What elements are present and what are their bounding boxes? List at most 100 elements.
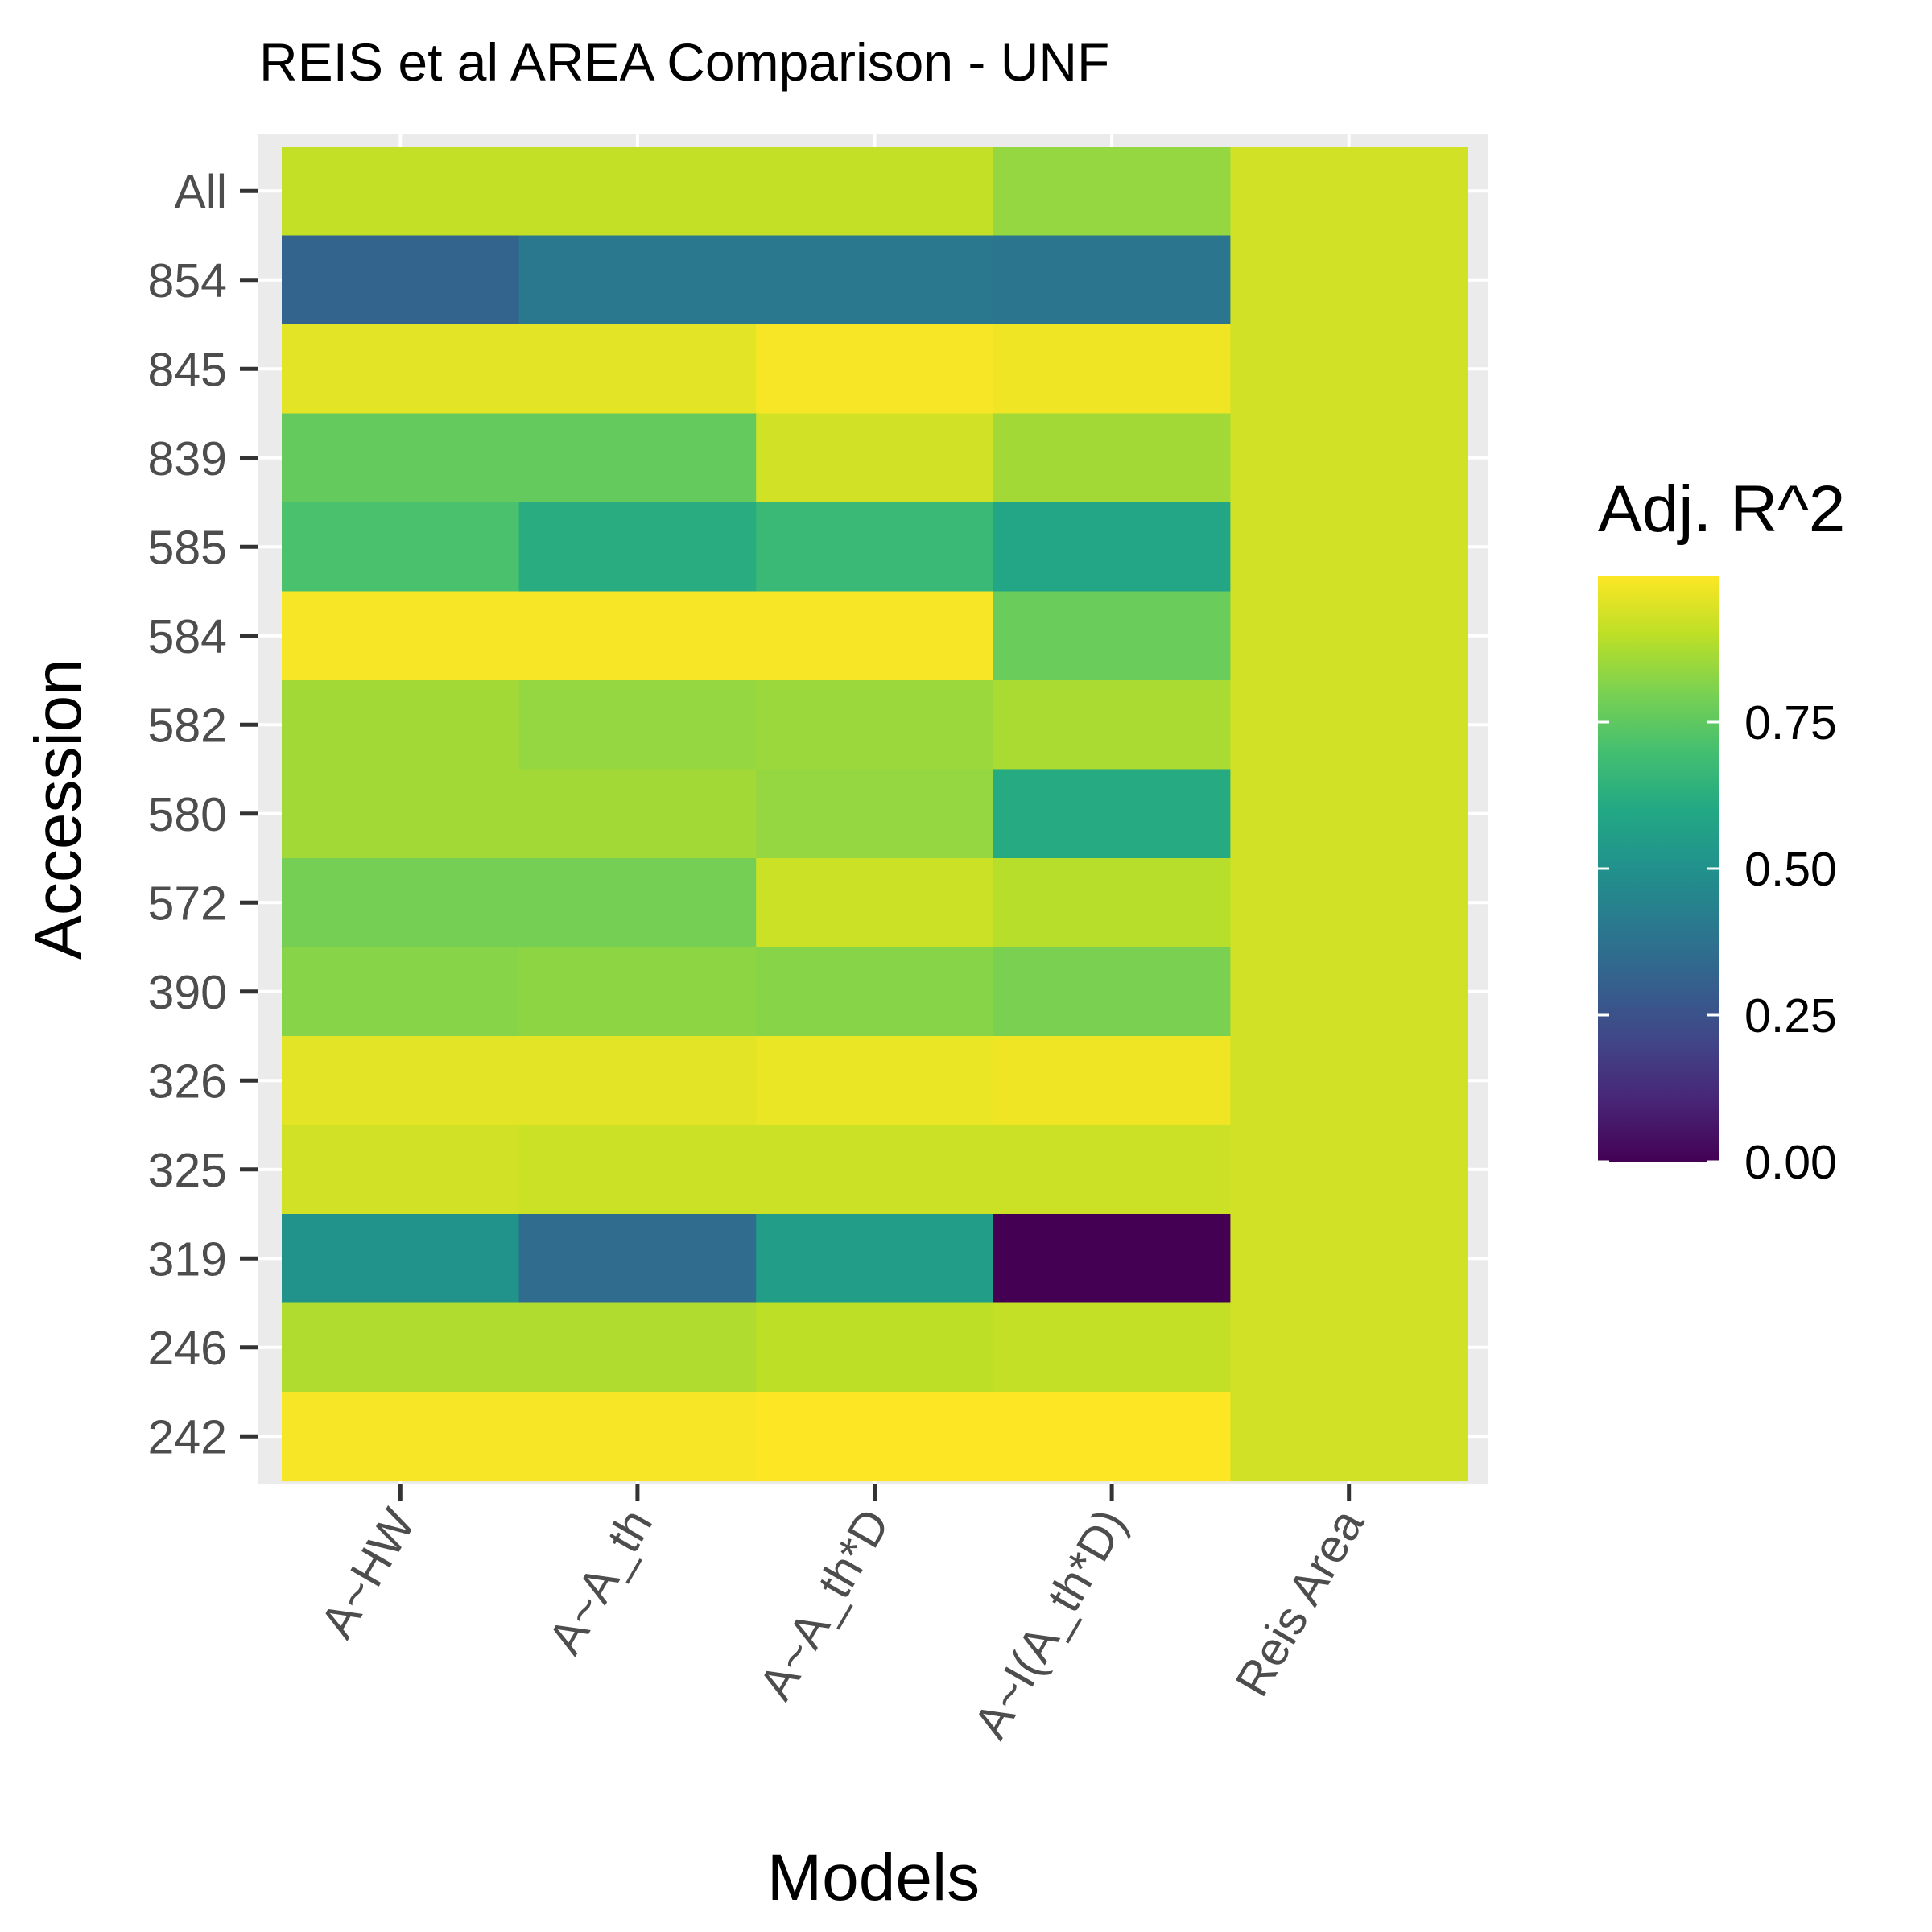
heatmap-cell: [1230, 147, 1468, 237]
x-axis-title: Models: [767, 1841, 980, 1914]
y-tick-label: 325: [148, 1144, 227, 1197]
heatmap-cell: [756, 324, 994, 415]
legend-colorbar: [1598, 576, 1719, 1162]
heatmap-cell: [756, 1125, 994, 1215]
heatmap-cell: [756, 413, 994, 503]
y-tick-label: 854: [148, 254, 227, 308]
legend-tick-label: 0.25: [1744, 989, 1837, 1042]
heatmap-cell: [1230, 680, 1468, 770]
heatmap-cell: [993, 769, 1231, 859]
heatmap-cell: [1230, 235, 1468, 325]
legend-tick-label: 0.75: [1744, 696, 1837, 749]
y-axis: All 854 845 839 585 584 582 580 572 390 326 325 319 2…: [148, 165, 258, 1463]
heatmap-cell: [518, 1214, 757, 1304]
heatmap-cell: [518, 769, 757, 859]
heatmap-cell: [518, 502, 757, 592]
y-tick-label: 572: [148, 877, 227, 930]
heatmap-cell: [1230, 413, 1468, 503]
y-tick-label: 242: [148, 1410, 227, 1463]
heatmap-cell: [993, 1392, 1231, 1482]
heatmap-cell: [518, 591, 757, 681]
heatmap-cell: [518, 1036, 757, 1126]
heatmap-cell: [1230, 1302, 1468, 1393]
legend-title: Adj. R^2: [1598, 473, 1845, 546]
heatmap-cell: [993, 1302, 1231, 1393]
heatmap-cell: [518, 680, 757, 770]
chart-title: REIS et al AREA Comparison - UNF: [259, 32, 1109, 92]
y-tick-label: 390: [148, 966, 227, 1019]
y-tick-label: 839: [148, 432, 227, 485]
y-tick-label: 246: [148, 1322, 227, 1375]
heatmap-cell: [993, 502, 1231, 592]
heatmap-cell: [1230, 769, 1468, 859]
heatmap-cell: [282, 591, 520, 681]
y-tick-label: 319: [148, 1232, 227, 1286]
heatmap-cell: [282, 1125, 520, 1215]
heatmap-cell: [993, 324, 1231, 415]
heatmap-cell: [993, 1036, 1231, 1126]
heatmap-cell: [756, 769, 994, 859]
heatmap-cell: [518, 858, 757, 948]
legend: Adj. R^2 0.00 0.25 0.50 0.75: [1598, 473, 1845, 1189]
y-tick-label: All: [174, 165, 227, 218]
heatmap-cell: [518, 1302, 757, 1393]
heatmap-cell: [282, 324, 520, 415]
x-tick-label: A~I(A_th*D): [964, 1501, 1137, 1748]
y-tick-label: 580: [148, 788, 227, 841]
x-axis: A~HW A~A_th A~A_th*D A~I(A_th*D) Reis Area: [310, 1484, 1374, 1748]
heatmap-cell: [1230, 947, 1468, 1037]
heatmap-cell: [282, 235, 520, 325]
y-axis-title: Accession: [22, 658, 95, 960]
heatmap-cell: [282, 947, 520, 1037]
heatmap-cell: [993, 591, 1231, 681]
heatmap-cell: [993, 1214, 1231, 1304]
heatmap-cell: [282, 858, 520, 948]
heatmap-cell: [756, 591, 994, 681]
legend-tick-label: 0.00: [1744, 1136, 1837, 1189]
y-tick-label: 326: [148, 1055, 227, 1108]
heatmap-cell: [518, 1125, 757, 1215]
heatmap-cell: [756, 1214, 994, 1304]
heatmap-cell: [518, 235, 757, 325]
heatmap-cell: [756, 1392, 994, 1482]
heatmap-cell: [282, 1036, 520, 1126]
heatmap-cell: [1230, 324, 1468, 415]
x-tick-label: A~HW: [310, 1500, 425, 1646]
heatmap-cell: [518, 413, 757, 503]
heatmap-cell: [282, 1392, 520, 1482]
heatmap-cell: [282, 502, 520, 592]
heatmap-cells: [282, 147, 1468, 1482]
legend-ticks: 0.00 0.25 0.50 0.75: [1598, 696, 1837, 1189]
heatmap-cell: [756, 947, 994, 1037]
heatmap-cell: [282, 1214, 520, 1304]
heatmap-cell: [1230, 1125, 1468, 1215]
heatmap-cell: [1230, 1214, 1468, 1304]
y-tick-label: 582: [148, 699, 227, 752]
legend-tick-label: 0.50: [1744, 843, 1837, 896]
heatmap-cell: [993, 947, 1231, 1037]
heatmap-cell: [518, 947, 757, 1037]
heatmap-cell: [756, 147, 994, 237]
y-tick-label: 585: [148, 521, 227, 574]
heatmap-cell: [518, 324, 757, 415]
heatmap-cell: [282, 769, 520, 859]
heatmap-cell: [1230, 1036, 1468, 1126]
heatmap-cell: [282, 147, 520, 237]
heatmap-cell: [756, 1036, 994, 1126]
heatmap-cell: [518, 1392, 757, 1482]
x-tick-label: A~A_th*D: [749, 1501, 900, 1709]
heatmap-cell: [993, 413, 1231, 503]
heatmap-cell: [282, 680, 520, 770]
heatmap-cell: [993, 147, 1231, 237]
heatmap-cell: [756, 680, 994, 770]
heatmap-cell: [993, 1125, 1231, 1215]
heatmap-cell: [282, 413, 520, 503]
heatmap-cell: [756, 235, 994, 325]
heatmap-cell: [1230, 1392, 1468, 1482]
heatmap-cell: [756, 502, 994, 592]
x-tick-label: Reis Area: [1225, 1500, 1374, 1705]
x-tick-label: A~A_th: [538, 1501, 663, 1663]
heatmap-cell: [1230, 858, 1468, 948]
heatmap-cell: [1230, 502, 1468, 592]
